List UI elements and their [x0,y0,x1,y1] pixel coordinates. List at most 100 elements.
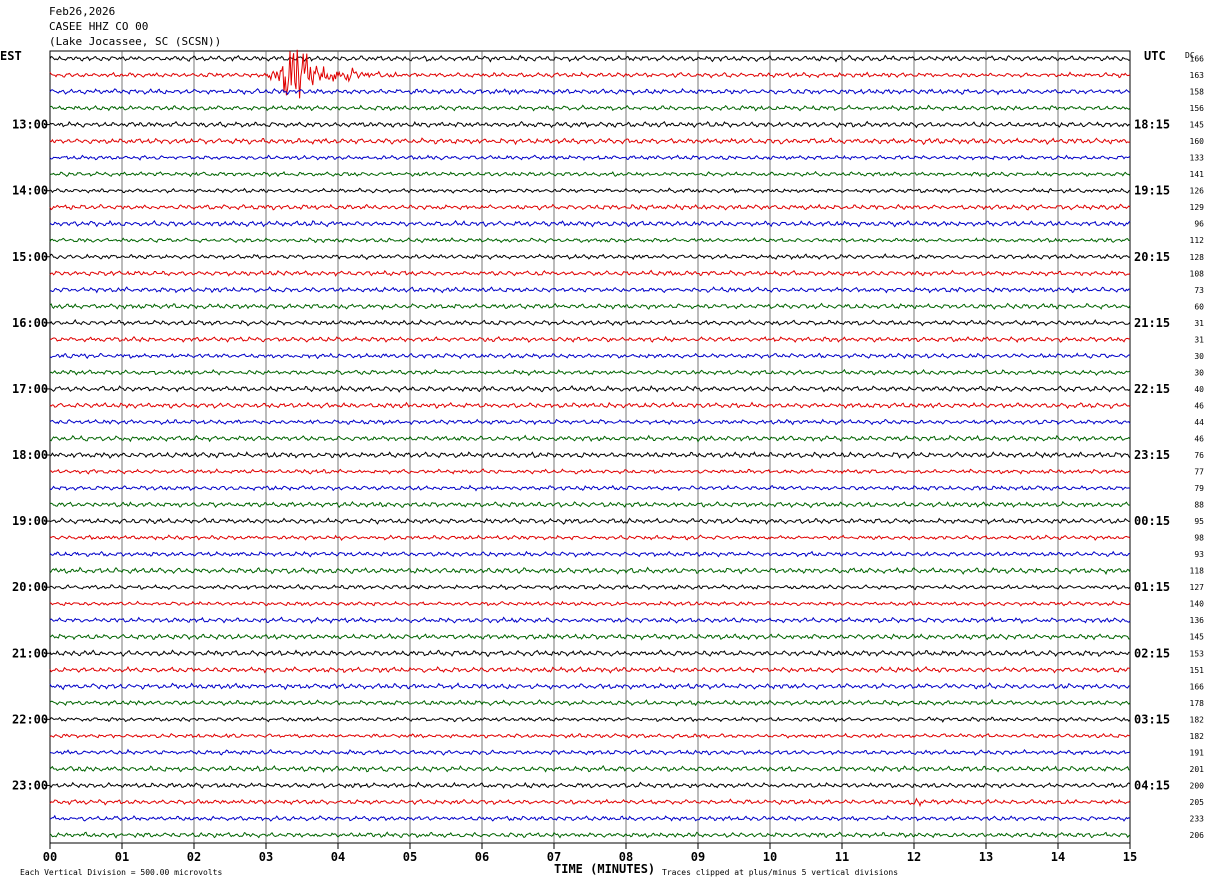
seismic-trace [49,534,1131,542]
dc-offset-label: 93 [1194,550,1204,559]
seismic-trace [49,335,1131,344]
dc-offset-label: 46 [1194,434,1204,443]
seismic-trace [49,253,1131,261]
dc-offset-label: 156 [1190,104,1205,113]
x-tick-label: 15 [1123,850,1137,864]
seismic-trace [49,550,1131,558]
dc-offset-label: 60 [1194,302,1204,311]
dc-offset-label: 191 [1190,748,1205,757]
dc-offset-label: 79 [1194,484,1204,493]
dc-offset-label: 76 [1194,451,1204,460]
dc-offset-label: 153 [1190,649,1205,658]
seismic-trace [50,468,1131,475]
dc-offset-label: 182 [1190,715,1205,724]
utc-hour-label: 19:15 [1134,184,1170,198]
seismic-trace [49,682,1131,691]
dc-offset-label: 46 [1194,401,1204,410]
seismic-trace [49,748,1131,756]
dc-offset-label: 30 [1194,368,1204,377]
dc-offset-label: 206 [1190,831,1205,840]
dc-offset-label: 178 [1190,699,1205,708]
x-tick-label: 09 [691,850,705,864]
seismic-trace [49,665,1131,674]
dc-offset-label: 98 [1194,534,1204,543]
utc-hour-label: 22:15 [1134,382,1170,396]
seismic-trace [49,154,1131,162]
seismic-trace [49,484,1131,492]
seismic-trace [49,517,1131,525]
utc-hour-label: 02:15 [1134,646,1170,660]
seismic-trace [49,797,1131,808]
seismic-trace [49,566,1131,575]
station-name: CASEE HHZ CO 00 [49,20,149,33]
dc-offset-label: 141 [1190,170,1205,179]
est-hour-label: 19:00 [12,514,48,528]
est-hour-label: 21:00 [12,646,48,660]
x-tick-label: 00 [43,850,57,864]
seismic-trace [49,49,1131,99]
seismic-trace [49,814,1131,822]
dc-offset-label: 200 [1190,781,1205,790]
x-tick-label: 02 [187,850,201,864]
dc-offset-label: 133 [1190,154,1205,163]
dc-offset-label: 158 [1190,88,1205,97]
seismic-trace [49,54,1131,63]
dc-offset-label: 40 [1194,385,1204,394]
chart-date: Feb26,2026 [49,5,116,18]
vertical-division-note: Each Vertical Division = 500.00 microvol… [20,868,222,877]
utc-hour-label: 20:15 [1134,250,1170,264]
x-tick-label: 01 [115,850,129,864]
x-tick-label: 12 [907,850,921,864]
est-hour-label: 16:00 [12,316,48,330]
seismic-trace [49,137,1131,146]
dc-offset-label: 31 [1194,319,1204,328]
dc-offset-label: 233 [1190,814,1205,823]
dc-offset-label: 163 [1190,71,1205,80]
seismic-trace [49,698,1131,707]
seismic-trace [49,368,1131,377]
x-tick-label: 04 [331,850,345,864]
seismic-trace [49,600,1131,607]
x-tick-label: 11 [835,850,849,864]
seismic-trace [49,781,1131,789]
seismic-trace [49,583,1131,591]
x-tick-label: 14 [1051,850,1065,864]
dc-offset-label: 31 [1194,335,1204,344]
utc-hour-label: 04:15 [1134,778,1170,792]
seismic-trace [49,451,1131,460]
dc-offset-label: 140 [1190,600,1205,609]
x-tick-label: 10 [763,850,777,864]
dc-offset-label: 145 [1190,633,1205,642]
dc-offset-label: 145 [1190,121,1205,130]
seismic-trace [49,616,1131,625]
seismic-trace [49,170,1131,178]
utc-axis-label: UTC [1144,49,1166,63]
x-tick-label: 05 [403,850,417,864]
seismic-trace [49,352,1130,360]
dc-offset-label: 88 [1194,501,1204,510]
x-tick-label: 13 [979,850,993,864]
seismic-trace [49,237,1131,244]
x-tick-label: 07 [547,850,561,864]
seismic-trace [49,434,1131,443]
x-axis-title: TIME (MINUTES) [554,862,655,876]
dc-offset-label: 136 [1190,616,1205,625]
seismic-trace [49,187,1131,194]
seismic-trace [49,219,1131,228]
seismic-trace [49,87,1131,96]
dc-offset-label: 205 [1190,798,1205,807]
dc-offset-label: 127 [1190,583,1205,592]
est-hour-label: 18:00 [12,448,48,462]
seismic-trace [49,418,1131,426]
dc-offset-label: 112 [1190,236,1205,245]
est-hour-label: 17:00 [12,382,48,396]
dc-offset-label: 160 [1190,137,1205,146]
x-tick-label: 08 [619,850,633,864]
est-hour-label: 22:00 [12,712,48,726]
utc-hour-label: 21:15 [1134,316,1170,330]
utc-hour-label: 01:15 [1134,580,1170,594]
x-tick-label: 06 [475,850,489,864]
seismic-trace [49,120,1131,129]
dc-label: DC [1185,51,1195,60]
